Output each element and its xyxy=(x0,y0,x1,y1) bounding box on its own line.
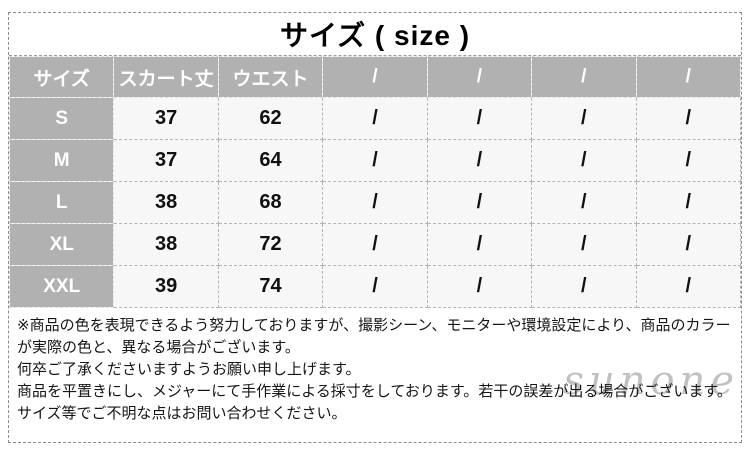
size-label-cell: XL xyxy=(8,223,115,266)
note-understanding-request: 何卒ご了承くださいますようお願い申し上げます。 xyxy=(17,361,361,378)
value-cell: 37 xyxy=(113,139,219,182)
value-cell: / xyxy=(426,223,533,266)
value-cell: / xyxy=(426,265,533,308)
note-measurement-disclaimer: 商品を平置きにし、メジャーにて手作業による採寸をしております。若干の誤差が出る場… xyxy=(17,383,732,422)
header-cell-slash: / xyxy=(531,56,637,98)
header-cell-slash: / xyxy=(322,56,428,98)
size-label-cell: XXL xyxy=(8,265,115,308)
value-cell: / xyxy=(322,97,428,140)
value-cell: 68 xyxy=(217,181,324,224)
table-row: XL 38 72 / / / / xyxy=(8,223,742,266)
size-table: サイズ スカート丈 ウエスト / / / / S 37 62 / / / / M… xyxy=(8,56,742,308)
value-cell: 37 xyxy=(113,97,219,140)
value-cell: / xyxy=(635,223,742,266)
value-cell: / xyxy=(635,181,742,224)
value-cell: / xyxy=(531,223,637,266)
chart-title-bar: サイズ ( size ) xyxy=(9,13,741,56)
value-cell: / xyxy=(322,265,428,308)
value-cell: / xyxy=(635,97,742,140)
value-cell: / xyxy=(426,139,533,182)
table-row: M 37 64 / / / / xyxy=(8,139,742,182)
table-header-row: サイズ スカート丈 ウエスト / / / / xyxy=(8,56,742,98)
value-cell: / xyxy=(531,139,637,182)
value-cell: 72 xyxy=(217,223,324,266)
value-cell: / xyxy=(426,97,533,140)
value-cell: / xyxy=(635,265,742,308)
size-label-cell: M xyxy=(8,139,115,182)
value-cell: / xyxy=(426,181,533,224)
table-row: S 37 62 / / / / xyxy=(8,97,742,140)
size-chart-panel: サイズ ( size ) サイズ スカート丈 ウエスト / / / / S 37… xyxy=(8,12,742,443)
table-row: XXL 39 74 / / / / xyxy=(8,265,742,308)
header-cell-skirt-length: スカート丈 xyxy=(113,56,219,98)
value-cell: / xyxy=(322,223,428,266)
notes-section: ※商品の色を表現できるよう努力しておりますが、撮影シーン、モニターや環境設定によ… xyxy=(9,308,741,425)
header-cell-slash: / xyxy=(635,56,742,98)
value-cell: / xyxy=(635,139,742,182)
header-cell-slash: / xyxy=(426,56,533,98)
chart-title: サイズ ( size ) xyxy=(279,20,471,51)
size-label-cell: L xyxy=(8,181,115,224)
value-cell: 64 xyxy=(217,139,324,182)
value-cell: / xyxy=(531,265,637,308)
value-cell: 62 xyxy=(217,97,324,140)
value-cell: / xyxy=(322,181,428,224)
header-cell-size: サイズ xyxy=(8,56,115,98)
value-cell: / xyxy=(531,97,637,140)
value-cell: / xyxy=(531,181,637,224)
note-color-disclaimer: ※商品の色を表現できるよう努力しておりますが、撮影シーン、モニターや環境設定によ… xyxy=(17,317,731,356)
value-cell: 38 xyxy=(113,223,219,266)
value-cell: 39 xyxy=(113,265,219,308)
table-row: L 38 68 / / / / xyxy=(8,181,742,224)
value-cell: 74 xyxy=(217,265,324,308)
size-label-cell: S xyxy=(8,97,115,140)
value-cell: 38 xyxy=(113,181,219,224)
header-cell-waist: ウエスト xyxy=(217,56,324,98)
value-cell: / xyxy=(322,139,428,182)
